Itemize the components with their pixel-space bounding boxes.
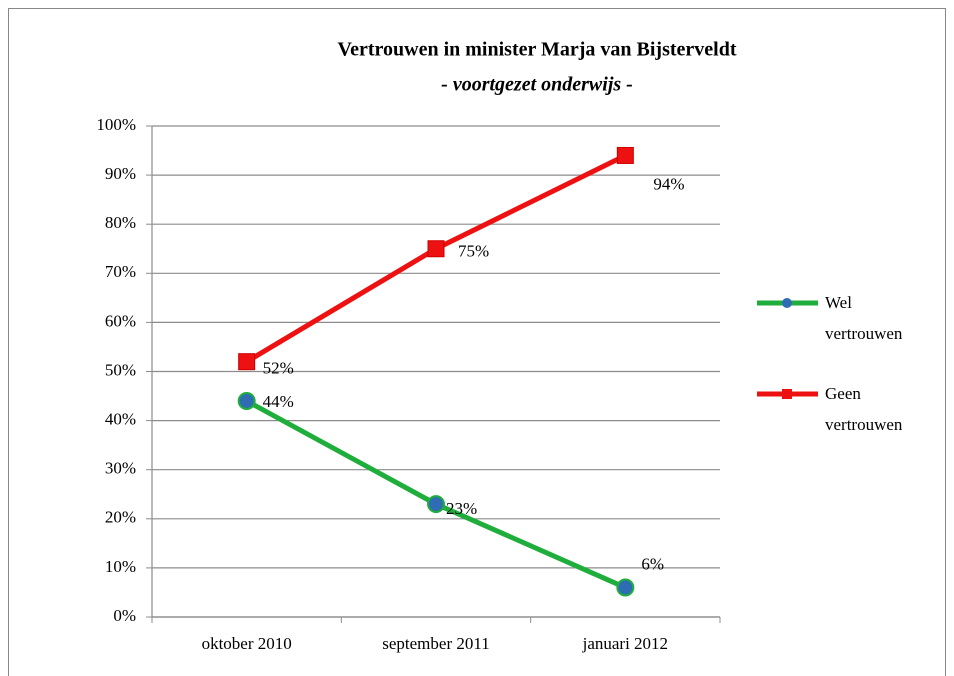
x-tick-label: oktober 2010 [202, 634, 292, 653]
y-tick-label: 10% [105, 557, 136, 576]
data-label: 75% [458, 242, 489, 261]
data-label: 6% [641, 554, 664, 573]
y-tick-label: 0% [113, 606, 136, 625]
data-label: 52% [263, 359, 294, 378]
legend-label: Wel vertrouwen [825, 293, 903, 343]
chart-title: Vertrouwen in minister Marja van Bijster… [337, 39, 736, 61]
chart-subtitle: - voortgezet onderwijs - [441, 74, 633, 96]
data-label: 44% [263, 392, 294, 411]
legend-label: Geen vertrouwen [825, 384, 903, 434]
y-tick-label: 90% [105, 164, 136, 183]
marker [427, 495, 445, 514]
marker [427, 240, 445, 258]
chart-frame [8, 8, 946, 676]
y-tick-label: 20% [105, 508, 136, 527]
marker [237, 391, 256, 410]
y-tick-label: 80% [105, 213, 136, 232]
legend-marker [782, 389, 792, 399]
x-tick-label: januari 2012 [582, 634, 668, 653]
y-tick-label: 60% [105, 311, 136, 330]
y-tick-label: 40% [105, 410, 136, 429]
y-tick-label: 50% [105, 360, 136, 379]
data-label: 23% [446, 499, 477, 518]
marker [238, 353, 256, 371]
x-tick-label: september 2011 [382, 634, 489, 653]
legend-marker [782, 298, 792, 308]
data-label: 94% [653, 174, 684, 193]
marker [616, 146, 634, 164]
marker [616, 578, 635, 597]
y-tick-label: 70% [105, 262, 136, 281]
y-tick-label: 100% [96, 115, 136, 134]
y-tick-label: 30% [105, 459, 136, 478]
